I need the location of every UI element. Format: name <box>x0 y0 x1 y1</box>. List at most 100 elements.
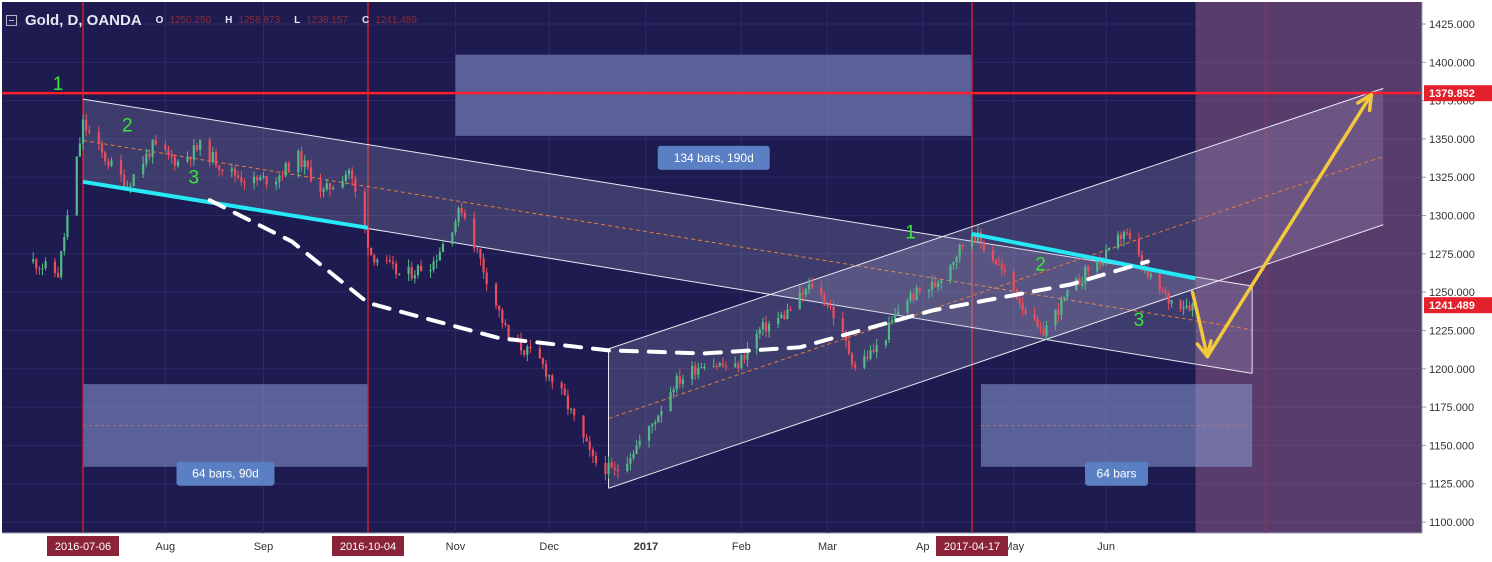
candle <box>887 316 891 344</box>
candle <box>1033 307 1036 322</box>
candle-body <box>100 143 104 153</box>
candle <box>1003 263 1006 277</box>
channel-lower-line <box>608 224 1384 489</box>
candle-body <box>638 440 641 446</box>
candle <box>78 137 81 158</box>
candle <box>933 275 937 288</box>
range-box <box>455 54 972 136</box>
candle-body <box>672 389 675 393</box>
candle <box>544 359 548 382</box>
candle-body <box>1036 318 1039 327</box>
candle <box>119 154 123 182</box>
candle <box>566 389 570 416</box>
candle <box>854 360 857 372</box>
candle <box>1024 306 1027 317</box>
range-box-label: 64 bars <box>1085 461 1149 486</box>
range-box <box>83 384 368 467</box>
candle <box>810 277 814 290</box>
candle-body <box>810 284 814 288</box>
candle <box>613 461 616 476</box>
candle-body <box>955 257 958 262</box>
candle-body <box>398 273 401 275</box>
candle-body <box>847 340 851 354</box>
candle <box>63 232 66 256</box>
candle-body <box>325 183 328 190</box>
candle-body <box>281 175 284 177</box>
candle-body <box>1185 305 1188 308</box>
candle-body <box>541 358 545 365</box>
candle <box>909 289 912 304</box>
candle <box>700 363 703 369</box>
candle-body <box>712 366 715 368</box>
symbol-title[interactable]: Gold, D, OANDA <box>25 11 142 29</box>
candle-body <box>32 259 35 262</box>
candle <box>1167 290 1170 311</box>
candle <box>44 257 47 271</box>
candle-body <box>734 363 737 368</box>
date-marker-label: 2017-04-17 <box>936 536 1008 556</box>
candle-body <box>912 293 915 301</box>
candle-body <box>1167 293 1170 304</box>
candle-body <box>110 160 113 166</box>
candle-body <box>569 408 573 410</box>
resistance-price-label: 1379.852 <box>1424 85 1492 102</box>
chart-legend: Gold, D, OANDA O 1250.250 H 1258.873 L 1… <box>6 10 425 30</box>
candle <box>789 306 792 312</box>
price-label-text: 1379.852 <box>1429 88 1475 100</box>
candle <box>385 255 388 265</box>
candle <box>485 267 488 292</box>
candle-body <box>573 408 576 416</box>
candle-body <box>485 272 488 285</box>
candle <box>438 247 441 261</box>
candle <box>1078 273 1081 286</box>
candle <box>376 257 379 267</box>
candle <box>410 261 413 281</box>
candle <box>252 171 256 190</box>
candle-body <box>694 365 697 375</box>
candle-body <box>1137 238 1140 255</box>
candle-body <box>214 152 218 166</box>
candle-body <box>501 310 504 324</box>
candle <box>208 137 211 167</box>
ohlc-low-value: 1238.157 <box>306 14 348 26</box>
candle-body <box>1054 309 1057 326</box>
candle <box>823 292 826 307</box>
candle <box>463 209 466 221</box>
candle <box>1182 300 1185 316</box>
candle <box>173 154 176 171</box>
candle-body <box>81 119 85 144</box>
candle-body <box>1122 232 1126 239</box>
candle-body <box>60 251 63 278</box>
candle <box>715 362 718 371</box>
candle-body <box>75 156 78 216</box>
candle <box>1191 302 1194 317</box>
candle-body <box>807 284 811 290</box>
candle-body <box>632 453 635 459</box>
candle-body <box>104 152 107 162</box>
candle-body <box>930 281 934 290</box>
candle-body <box>176 161 180 166</box>
candle <box>1137 232 1140 258</box>
ohlc-high-value: 1258.873 <box>238 14 281 26</box>
x-tick-label: Aug <box>156 541 176 553</box>
candle <box>148 149 151 161</box>
candle <box>1170 299 1173 308</box>
candle <box>281 170 284 181</box>
collapse-icon[interactable] <box>6 14 17 26</box>
candle <box>1021 296 1024 317</box>
candle <box>1018 295 1021 308</box>
ohlc-close-value: 1241.489 <box>375 14 417 26</box>
candle-body <box>629 458 632 464</box>
candle-body <box>820 287 823 295</box>
candle-body <box>875 345 878 352</box>
candle <box>952 261 955 270</box>
candle-body <box>607 462 610 475</box>
candle-body <box>451 232 454 244</box>
candle <box>669 386 672 412</box>
support-trend-line <box>82 179 369 230</box>
candle <box>297 149 300 178</box>
candle <box>1161 286 1164 294</box>
candle <box>635 439 638 455</box>
candle-body <box>1045 325 1048 336</box>
